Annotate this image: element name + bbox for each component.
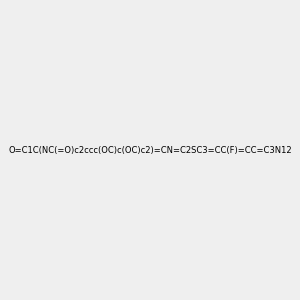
Text: O=C1C(NC(=O)c2ccc(OC)c(OC)c2)=CN=C2SC3=CC(F)=CC=C3N12: O=C1C(NC(=O)c2ccc(OC)c(OC)c2)=CN=C2SC3=C… <box>8 146 292 154</box>
